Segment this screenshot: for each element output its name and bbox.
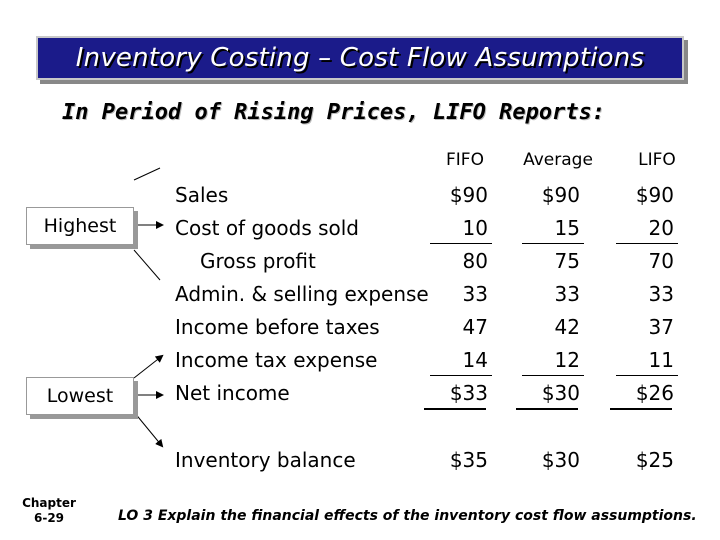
row-label-income-tax: Income tax expense xyxy=(175,348,378,372)
subtotal-line-lifo xyxy=(616,243,678,244)
cell-admin-average: 33 xyxy=(554,282,580,306)
cell-net-income-fifo: $33 xyxy=(449,381,488,405)
cell-sales-fifo: $90 xyxy=(449,183,488,207)
tax-line-lifo xyxy=(616,375,678,376)
cell-gross-profit-lifo: 70 xyxy=(648,249,674,273)
subtitle-prefix: In Period of Rising Prices, xyxy=(62,100,420,125)
column-header-average: Average xyxy=(523,150,593,170)
cell-gross-profit-average: 75 xyxy=(554,249,580,273)
learning-objective: LO 3 Explain the financial effects of th… xyxy=(118,508,697,524)
row-label-net-income: Net income xyxy=(175,381,290,405)
subtotal-line-fifo xyxy=(430,243,492,244)
column-header-fifo: FIFO xyxy=(446,150,484,170)
row-label-admin-expense: Admin. & selling expense xyxy=(175,282,429,306)
cell-sales-average: $90 xyxy=(541,183,580,207)
cell-tax-average: 12 xyxy=(554,348,580,372)
cell-cogs-average: 15 xyxy=(554,216,580,240)
cell-net-income-average: $30 xyxy=(541,381,580,405)
lowest-callout: Lowest xyxy=(26,377,134,415)
slide-title: Inventory Costing – Cost Flow Assumption… xyxy=(75,43,645,73)
chapter-marker: Chapter 6-29 xyxy=(22,496,76,526)
cell-ibt-lifo: 37 xyxy=(648,315,674,339)
cell-cogs-fifo: 10 xyxy=(462,216,488,240)
cell-admin-fifo: 33 xyxy=(462,282,488,306)
cell-inventory-fifo: $35 xyxy=(449,448,488,472)
double-underline-lifo xyxy=(610,408,672,410)
cell-sales-lifo: $90 xyxy=(635,183,674,207)
cell-inventory-lifo: $25 xyxy=(635,448,674,472)
row-label-sales: Sales xyxy=(175,183,229,207)
chapter-number: 6-29 xyxy=(33,511,65,525)
cell-gross-profit-fifo: 80 xyxy=(462,249,488,273)
lowest-label: Lowest xyxy=(46,385,114,407)
cell-cogs-lifo: 20 xyxy=(648,216,674,240)
highest-callout: Highest xyxy=(26,207,134,245)
subtotal-line-average xyxy=(522,243,584,244)
tax-line-fifo xyxy=(430,375,492,376)
cell-ibt-fifo: 47 xyxy=(462,315,488,339)
cell-tax-lifo: 11 xyxy=(648,348,674,372)
column-header-lifo: LIFO xyxy=(638,150,676,170)
lowest-arrow-inventory xyxy=(133,411,164,448)
row-label-income-before-taxes: Income before taxes xyxy=(175,315,380,339)
double-underline-average xyxy=(516,408,578,410)
row-label-inventory-balance: Inventory balance xyxy=(175,448,356,472)
row-label-gross-profit: Gross profit xyxy=(200,249,316,273)
chapter-label: Chapter xyxy=(22,496,76,510)
title-banner: Inventory Costing – Cost Flow Assumption… xyxy=(36,36,684,80)
cell-net-income-lifo: $26 xyxy=(635,381,674,405)
cell-tax-fifo: 14 xyxy=(462,348,488,372)
row-label-cogs: Cost of goods sold xyxy=(175,216,360,240)
highest-label: Highest xyxy=(43,215,117,237)
subtitle-highlight: LIFO Reports: xyxy=(432,100,606,125)
lowest-arrow-tax xyxy=(133,354,164,379)
double-underline-fifo xyxy=(424,408,486,410)
highest-arrow-down xyxy=(133,249,161,281)
cell-ibt-average: 42 xyxy=(554,315,580,339)
subtitle: In Period of Rising Prices, LIFO Reports… xyxy=(62,100,605,125)
cell-admin-lifo: 33 xyxy=(648,282,674,306)
tax-line-average xyxy=(522,375,584,376)
highest-arrow-up xyxy=(133,167,161,181)
cell-inventory-average: $30 xyxy=(541,448,580,472)
